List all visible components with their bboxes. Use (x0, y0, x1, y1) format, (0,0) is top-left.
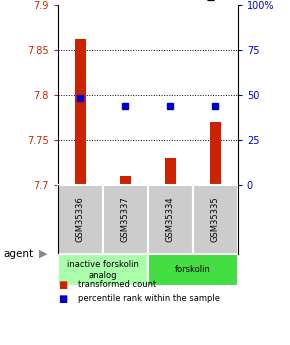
Bar (210, 122, 221, 185)
Text: forskolin: forskolin (175, 265, 211, 275)
Text: GSM35335: GSM35335 (211, 196, 220, 242)
Text: GSM35336: GSM35336 (76, 196, 85, 242)
Text: agent: agent (3, 249, 33, 258)
Bar (120, 176, 131, 185)
Text: GSM35334: GSM35334 (166, 196, 175, 242)
Bar (103, 185, 148, 254)
Bar (148, 185, 193, 254)
Text: ■: ■ (58, 280, 67, 290)
Text: inactive forskolin
analog: inactive forskolin analog (67, 260, 139, 280)
Text: ▶: ▶ (39, 249, 48, 258)
Bar (58, 185, 103, 254)
Bar (58, 254, 148, 286)
Title: GDS1038 / 1375419_at: GDS1038 / 1375419_at (67, 0, 229, 1)
Text: percentile rank within the sample: percentile rank within the sample (78, 294, 220, 303)
Text: ■: ■ (58, 294, 67, 304)
Bar (75, 39, 86, 185)
Bar (193, 185, 238, 254)
Text: transformed count: transformed count (78, 280, 157, 289)
Text: GSM35337: GSM35337 (121, 196, 130, 242)
Bar (165, 158, 176, 185)
Bar (148, 254, 238, 286)
